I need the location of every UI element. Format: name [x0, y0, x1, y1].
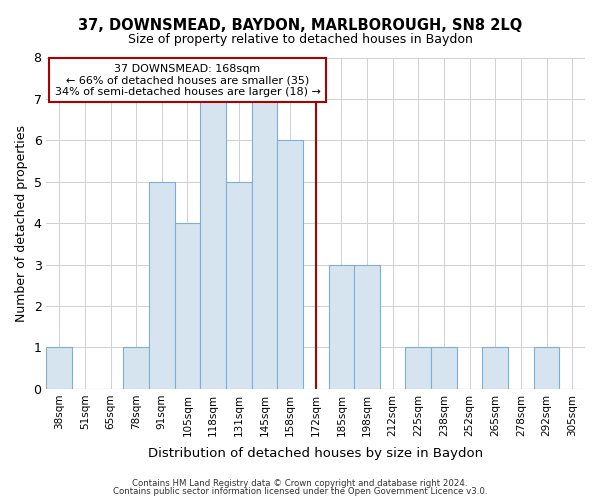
- Text: 37 DOWNSMEAD: 168sqm
← 66% of detached houses are smaller (35)
34% of semi-detac: 37 DOWNSMEAD: 168sqm ← 66% of detached h…: [55, 64, 320, 97]
- Bar: [482, 348, 508, 389]
- Y-axis label: Number of detached properties: Number of detached properties: [15, 124, 28, 322]
- Bar: [431, 348, 457, 389]
- Bar: [354, 264, 380, 389]
- Bar: [277, 140, 303, 389]
- Bar: [175, 223, 200, 389]
- Bar: [124, 348, 149, 389]
- Bar: [329, 264, 354, 389]
- Bar: [406, 348, 431, 389]
- Bar: [200, 99, 226, 389]
- Bar: [534, 348, 559, 389]
- Bar: [149, 182, 175, 389]
- Text: Contains HM Land Registry data © Crown copyright and database right 2024.: Contains HM Land Registry data © Crown c…: [132, 478, 468, 488]
- X-axis label: Distribution of detached houses by size in Baydon: Distribution of detached houses by size …: [148, 447, 483, 460]
- Text: 37, DOWNSMEAD, BAYDON, MARLBOROUGH, SN8 2LQ: 37, DOWNSMEAD, BAYDON, MARLBOROUGH, SN8 …: [78, 18, 522, 32]
- Text: Contains public sector information licensed under the Open Government Licence v3: Contains public sector information licen…: [113, 487, 487, 496]
- Bar: [226, 182, 251, 389]
- Bar: [251, 99, 277, 389]
- Bar: [46, 348, 72, 389]
- Text: Size of property relative to detached houses in Baydon: Size of property relative to detached ho…: [128, 32, 472, 46]
